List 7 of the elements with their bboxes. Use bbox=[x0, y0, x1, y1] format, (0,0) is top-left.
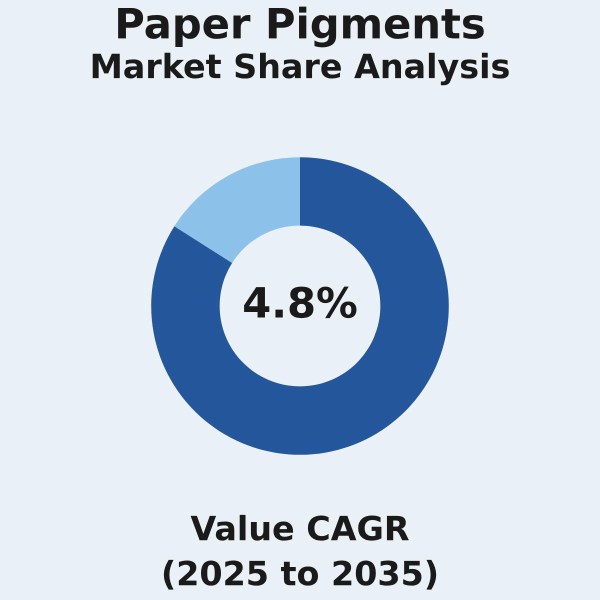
chart-subtitle: Market Share Analysis bbox=[92, 52, 509, 86]
text: Value CAGR bbox=[190, 514, 409, 541]
text: (2025 to 2035) bbox=[164, 560, 436, 590]
chart-title: Paper Pigments bbox=[118, 6, 484, 48]
donut-slice bbox=[151, 157, 449, 455]
text: 4.8% bbox=[244, 286, 356, 318]
donut-slice bbox=[174, 157, 300, 263]
